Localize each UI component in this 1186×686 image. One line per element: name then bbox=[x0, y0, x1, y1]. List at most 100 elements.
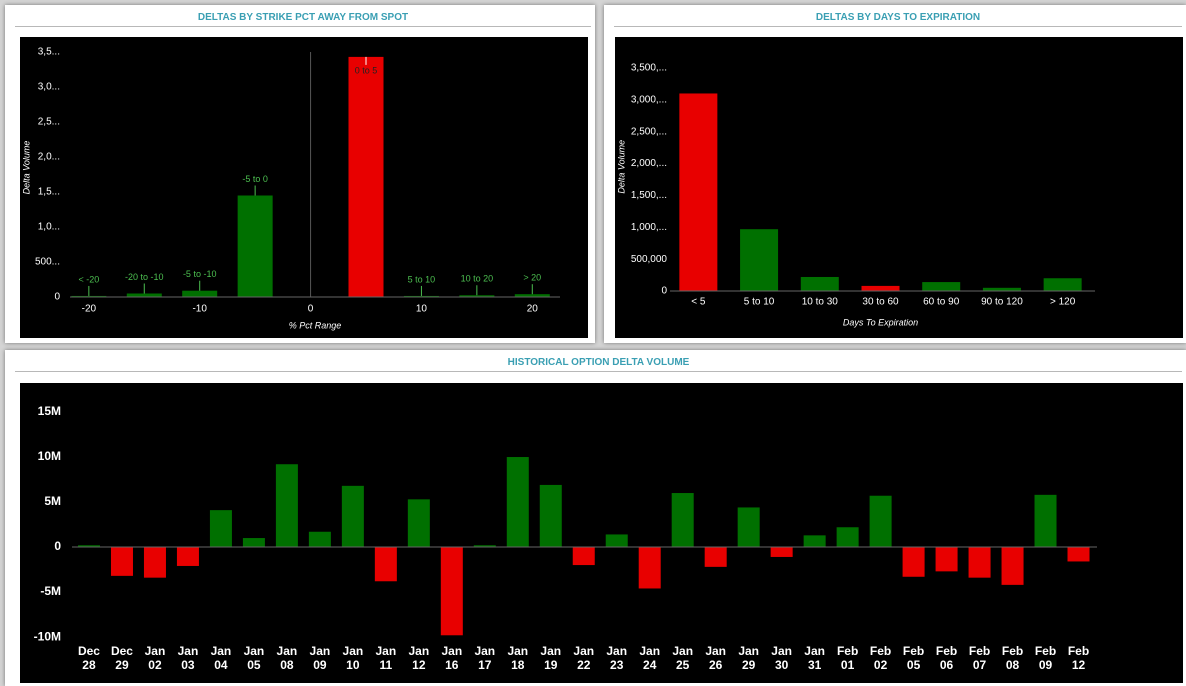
y-tick-label: 0 bbox=[54, 539, 61, 553]
panel-title: DELTAS BY STRIKE PCT AWAY FROM SPOT bbox=[15, 11, 591, 27]
bar bbox=[407, 499, 430, 548]
x-tick-label: 0 bbox=[308, 304, 314, 315]
x-tick-label: Jan 17 bbox=[474, 644, 496, 672]
x-tick-label: Jan 08 bbox=[276, 644, 298, 672]
bar bbox=[440, 547, 463, 636]
y-tick-label: 1,500,... bbox=[631, 190, 667, 201]
x-tick-label: 10 bbox=[416, 304, 428, 315]
y-tick-label: 3,000,... bbox=[631, 94, 667, 105]
x-tick-label: Jan 05 bbox=[243, 644, 265, 672]
bar bbox=[1067, 547, 1090, 562]
x-tick-label: Jan 30 bbox=[771, 644, 792, 672]
bar bbox=[803, 535, 826, 548]
bar bbox=[572, 547, 595, 566]
x-tick-label: Jan 25 bbox=[672, 644, 694, 672]
x-tick-label: Jan 24 bbox=[639, 644, 661, 672]
y-tick-label: 2,000,... bbox=[631, 158, 667, 169]
bar bbox=[77, 545, 100, 548]
bar bbox=[922, 282, 961, 291]
bar bbox=[341, 485, 364, 548]
bar bbox=[110, 547, 133, 576]
y-tick-label: 0 bbox=[661, 286, 667, 297]
x-tick-label: Jan 31 bbox=[804, 644, 825, 672]
bar bbox=[275, 464, 298, 548]
panel-title: HISTORICAL OPTION DELTA VOLUME bbox=[15, 356, 1182, 372]
x-tick-label: Dec 28 bbox=[77, 644, 100, 672]
y-tick-label: 3,500,... bbox=[631, 63, 667, 74]
bar bbox=[308, 531, 331, 548]
bar bbox=[237, 195, 273, 297]
x-tick-label: Jan 10 bbox=[342, 644, 364, 672]
x-tick-label: 60 to 90 bbox=[923, 297, 960, 308]
bar bbox=[638, 547, 661, 589]
x-tick-label: Jan 22 bbox=[573, 644, 595, 672]
x-tick-label: 90 to 120 bbox=[981, 297, 1023, 308]
y-tick-label: 2,5... bbox=[38, 117, 60, 128]
y-tick-label: 10M bbox=[38, 449, 61, 463]
bar bbox=[704, 547, 727, 567]
x-tick-label: Jan 04 bbox=[210, 644, 232, 672]
x-tick-label: Jan 23 bbox=[606, 644, 628, 672]
y-tick-label: 3,0... bbox=[38, 82, 60, 93]
bar bbox=[982, 287, 1021, 291]
bar bbox=[1043, 278, 1082, 291]
bar bbox=[71, 295, 107, 297]
x-tick-label: 30 to 60 bbox=[862, 297, 899, 308]
bar bbox=[1034, 494, 1057, 548]
x-tick-label: Feb 01 bbox=[836, 644, 859, 672]
bar bbox=[671, 493, 694, 548]
y-tick-label: 1,0... bbox=[38, 222, 60, 233]
x-tick-label: Jan 19 bbox=[540, 644, 562, 672]
y-tick-label: 5M bbox=[44, 494, 61, 508]
y-tick-label: 2,0... bbox=[38, 152, 60, 163]
y-tick-label: 0 bbox=[54, 292, 60, 303]
bar bbox=[605, 534, 628, 548]
x-tick-label: 10 to 30 bbox=[802, 297, 839, 308]
x-tick-label: Feb 08 bbox=[1001, 644, 1024, 672]
bar bbox=[869, 495, 892, 548]
bar bbox=[935, 547, 958, 572]
chart: -10M -5M 0 5M 10M 15M bbox=[20, 383, 1183, 683]
bar bbox=[182, 290, 218, 297]
bar bbox=[126, 293, 162, 297]
data-label: -20 to -10 bbox=[125, 272, 164, 282]
data-label: 10 to 20 bbox=[461, 274, 494, 284]
y-tick-label: 1,000,... bbox=[631, 222, 667, 233]
bar bbox=[968, 547, 991, 578]
x-tick-label: Jan 29 bbox=[738, 644, 759, 672]
bar bbox=[143, 547, 166, 578]
bar bbox=[242, 538, 265, 548]
bar bbox=[902, 547, 925, 577]
x-tick-label: -10 bbox=[192, 304, 207, 315]
bar bbox=[770, 547, 793, 557]
chart: 0 500... 1,0... 1,5... 2,0... 2,5... 3,0... 3,5… bbox=[20, 37, 588, 338]
data-label: < -20 bbox=[78, 274, 99, 284]
x-tick-label: > 120 bbox=[1050, 297, 1076, 308]
bar bbox=[209, 510, 232, 548]
bar bbox=[514, 294, 550, 297]
x-tick-label: < 5 bbox=[691, 297, 706, 308]
data-label: 0 to 5 bbox=[355, 65, 378, 75]
y-tick-label: 500... bbox=[35, 257, 60, 268]
bar bbox=[459, 295, 495, 297]
x-tick-label: Feb 06 bbox=[935, 644, 958, 672]
x-tick-label: Jan 11 bbox=[375, 644, 397, 672]
bar bbox=[473, 545, 496, 548]
bar bbox=[836, 527, 859, 548]
y-tick-label: 500,000 bbox=[631, 254, 668, 265]
y-tick-label: 15M bbox=[38, 404, 61, 418]
x-tick-label: Feb 02 bbox=[869, 644, 892, 672]
x-axis-title: Days To Expiration bbox=[843, 317, 918, 327]
y-axis-title: Delta Volume bbox=[21, 141, 31, 195]
bar bbox=[740, 229, 779, 291]
x-tick-label: Jan 18 bbox=[507, 644, 529, 672]
x-tick-label: Feb 09 bbox=[1034, 644, 1057, 672]
x-tick-label: 20 bbox=[527, 304, 539, 315]
y-tick-label: 1,5... bbox=[38, 187, 60, 198]
bar bbox=[403, 295, 439, 297]
x-tick-label: 5 to 10 bbox=[744, 297, 775, 308]
bar bbox=[679, 93, 718, 291]
y-axis-title: Delta Volume bbox=[616, 140, 626, 194]
data-label: -5 to -10 bbox=[183, 269, 217, 279]
